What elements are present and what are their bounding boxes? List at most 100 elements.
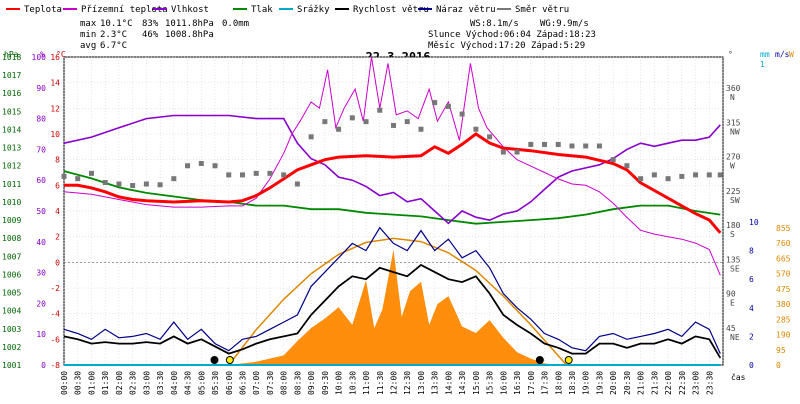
solar-tick: 570	[776, 270, 791, 279]
time-tick: 04:30	[184, 371, 193, 395]
stats-max-label: max	[80, 19, 97, 29]
wind-direction-point	[624, 163, 630, 169]
wind-direction-point	[157, 182, 163, 188]
hpa-tick: 1007	[2, 252, 21, 261]
time-tick: 20:00	[609, 371, 618, 395]
wind-tick: 4	[749, 304, 754, 313]
legend-label: Přízemní teplota	[81, 5, 168, 15]
direction-name: N	[730, 93, 735, 102]
temp-tick: 4	[55, 207, 60, 216]
hpa-tick: 1012	[2, 162, 21, 171]
wind-tick: 6	[749, 275, 754, 284]
direction-name: E	[730, 299, 735, 308]
hpa-tick: 1005	[2, 289, 21, 298]
hum-tick: 70	[36, 145, 46, 154]
w-unit: W	[789, 50, 794, 59]
wind-tick: 0	[749, 361, 754, 370]
solar-tick: 190	[776, 331, 791, 340]
pressure-line	[63, 170, 721, 225]
time-tick: 07:00	[252, 371, 261, 395]
wind-direction-point	[596, 143, 602, 149]
wind-tick: 8	[749, 247, 754, 256]
wind-direction-point	[473, 126, 479, 132]
deg-unit: °	[728, 50, 733, 59]
stats-min-label: min	[80, 30, 96, 40]
time-tick: 08:30	[293, 371, 302, 395]
ms-unit: m/s	[775, 50, 790, 59]
axes: hPa% °C1018101710161015101410131012101110…	[2, 50, 794, 395]
direction-tick: 135	[726, 255, 741, 264]
temp-unit: °C	[56, 50, 66, 59]
solar-area	[228, 249, 559, 365]
mm-unit: mm	[760, 50, 770, 59]
wind-direction-point	[226, 172, 232, 178]
wind-direction-point	[116, 181, 122, 187]
time-tick: 19:00	[582, 371, 591, 395]
temp-tick: 6	[55, 181, 60, 190]
time-tick: 13:00	[417, 371, 426, 395]
time-tick: 02:30	[129, 371, 138, 395]
temp-tick: -4	[50, 310, 60, 319]
hpa-tick: 1014	[2, 125, 21, 134]
time-tick: 06:30	[238, 371, 247, 395]
wind-direction-point	[363, 119, 369, 125]
hum-tick: 0	[41, 361, 46, 370]
wind-direction-point	[239, 172, 245, 178]
time-tick: 18:30	[568, 371, 577, 395]
solar-tick: 95	[776, 346, 786, 355]
wind-direction-point	[418, 126, 424, 132]
wind-direction-point	[706, 172, 712, 178]
wind-direction-point	[267, 170, 273, 176]
stats-panel: max 10.1°C 83% 1011.8hPa 0.0mm min 2.3°C…	[80, 19, 596, 51]
hum-tick: 80	[36, 115, 46, 124]
time-tick: 00:00	[60, 371, 69, 395]
wind-direction-point	[336, 126, 342, 132]
solar-tick: 665	[776, 254, 791, 263]
wind-direction-point	[542, 141, 548, 147]
time-tick: 17:30	[541, 371, 550, 395]
sunrise-marker	[225, 356, 234, 364]
wind-direction-point	[555, 141, 561, 147]
hpa-tick: 1010	[2, 198, 21, 207]
wind-direction-point	[500, 149, 506, 155]
humidity-line	[63, 114, 721, 225]
hpa-tick: 1011	[2, 180, 21, 189]
time-tick: 00:30	[74, 371, 83, 395]
wind-direction-point	[349, 115, 355, 121]
wind-direction-point	[75, 176, 81, 182]
solar-tick: 380	[776, 300, 791, 309]
legend-label: Náraz větru	[436, 5, 496, 15]
wind-direction-point	[322, 119, 328, 125]
hum-tick: 10	[36, 330, 46, 339]
temp-tick: 8	[55, 156, 60, 165]
temp-tick: 14	[50, 79, 60, 88]
time-tick: 11:30	[376, 371, 385, 395]
time-tick: 05:00	[197, 371, 206, 395]
direction-name: S	[730, 230, 735, 239]
stats-max-hum: 83%	[142, 19, 159, 29]
wind-direction-point	[693, 172, 699, 178]
legend-label: Směr větru	[515, 5, 569, 15]
wind-direction-point	[391, 122, 396, 128]
legend-label: Tlak	[251, 5, 273, 15]
stats-ws: WS:8.1m/s	[470, 19, 519, 29]
stats-max-rain: 0.0mm	[222, 19, 249, 29]
time-tick: 12:30	[403, 371, 412, 395]
direction-name: NW	[730, 127, 740, 136]
wind-direction-point	[432, 100, 438, 106]
time-tick: 02:00	[115, 371, 124, 395]
time-tick: 09:00	[307, 371, 316, 395]
wind-direction-point	[665, 176, 671, 182]
hum-tick: 60	[36, 176, 46, 185]
wind-direction-point	[130, 183, 136, 189]
wind-direction-point	[88, 170, 94, 176]
time-tick: 14:30	[458, 371, 467, 395]
wind-direction-point	[143, 181, 149, 187]
time-tick: 01:00	[87, 371, 96, 395]
time-tick: 20:30	[623, 371, 632, 395]
stats-avg-temp: 6.7°C	[100, 41, 127, 51]
legend-label: Vlhkost	[171, 5, 209, 15]
hum-tick: 90	[36, 84, 46, 93]
moonset-marker	[210, 356, 219, 364]
time-tick: 10:00	[335, 371, 344, 395]
